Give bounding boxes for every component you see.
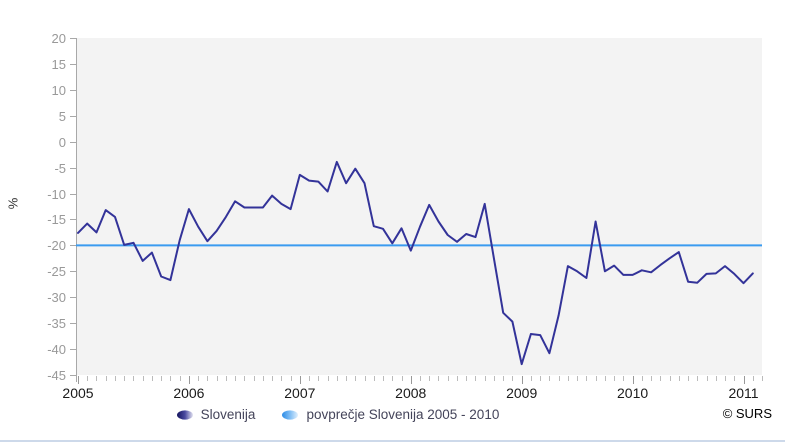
legend-item-slovenija: Slovenija: [176, 407, 256, 422]
svg-text:-10: -10: [47, 187, 66, 202]
svg-text:2007: 2007: [284, 385, 315, 401]
svg-text:-40: -40: [47, 342, 66, 357]
legend-label-slovenija: Slovenija: [200, 407, 256, 422]
svg-text:2008: 2008: [395, 385, 426, 401]
svg-text:-35: -35: [47, 316, 66, 331]
legend-marker-povprecje-icon: [282, 409, 299, 420]
svg-text:-30: -30: [47, 290, 66, 305]
svg-text:-15: -15: [47, 212, 66, 227]
svg-text:-20: -20: [47, 238, 66, 253]
svg-text:5: 5: [59, 109, 66, 124]
svg-text:15: 15: [52, 57, 66, 72]
legend-label-povprecje: povprečje Slovenija 2005 - 2010: [306, 407, 500, 422]
y-axis-label: %: [5, 197, 21, 210]
svg-text:-5: -5: [54, 161, 66, 176]
svg-text:20: 20: [52, 31, 66, 46]
svg-text:10: 10: [52, 83, 66, 98]
svg-text:2006: 2006: [173, 385, 204, 401]
svg-text:0: 0: [59, 135, 66, 150]
svg-text:2005: 2005: [62, 385, 93, 401]
copyright-label: © SURS: [722, 406, 772, 421]
legend-marker-slovenija-icon: [176, 409, 193, 420]
legend-item-povprecje: povprečje Slovenija 2005 - 2010: [281, 407, 499, 422]
svg-text:2011: 2011: [728, 385, 758, 401]
svg-text:2010: 2010: [617, 385, 648, 401]
chart-legend: Slovenija povprečje Slovenija 2005 - 201…: [0, 407, 730, 422]
svg-text:2009: 2009: [506, 385, 537, 401]
svg-text:-25: -25: [47, 264, 66, 279]
svg-text:-45: -45: [47, 368, 66, 383]
